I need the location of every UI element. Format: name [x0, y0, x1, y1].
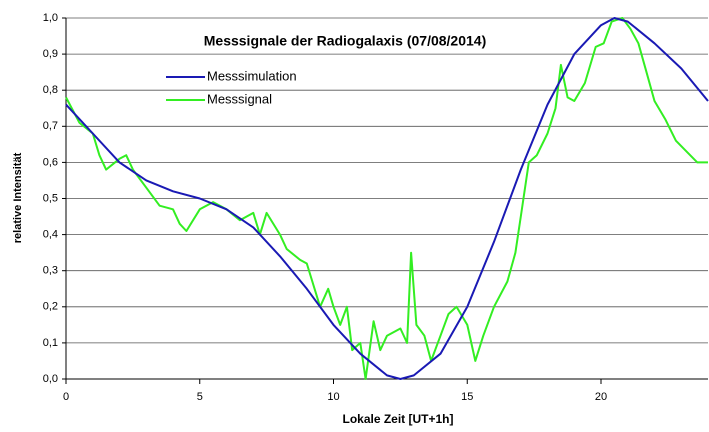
legend-label: Messsignal	[207, 91, 272, 106]
x-tick-label: 0	[63, 391, 69, 403]
y-tick-label: 0,7	[43, 120, 58, 132]
chart-title: Messsignale der Radiogalaxis (07/08/2014…	[204, 33, 486, 49]
x-tick-label: 15	[461, 391, 473, 403]
y-tick-label: 0,9	[43, 48, 58, 60]
x-tick-label: 20	[595, 391, 607, 403]
y-tick-label: 0,5	[43, 192, 58, 204]
y-tick-label: 0,1	[43, 337, 58, 349]
legend-label: Messsimulation	[207, 68, 297, 83]
x-tick-label: 5	[197, 391, 203, 403]
y-axis-label: relative Intensität	[12, 152, 24, 243]
y-tick-label: 0,4	[43, 229, 58, 241]
series-line	[65, 17, 708, 380]
y-tick-label: 0,2	[43, 301, 58, 313]
series-line	[65, 17, 709, 380]
y-tick-label: 0,3	[43, 265, 58, 277]
y-tick-label: 0,8	[43, 84, 58, 96]
x-tick-label: 10	[327, 391, 339, 403]
y-tick-label: 0,6	[43, 156, 58, 168]
x-axis-label: Lokale Zeit [UT+1h]	[342, 412, 453, 426]
y-tick-label: 0,0	[43, 373, 58, 385]
y-tick-label: 1,0	[43, 12, 58, 24]
